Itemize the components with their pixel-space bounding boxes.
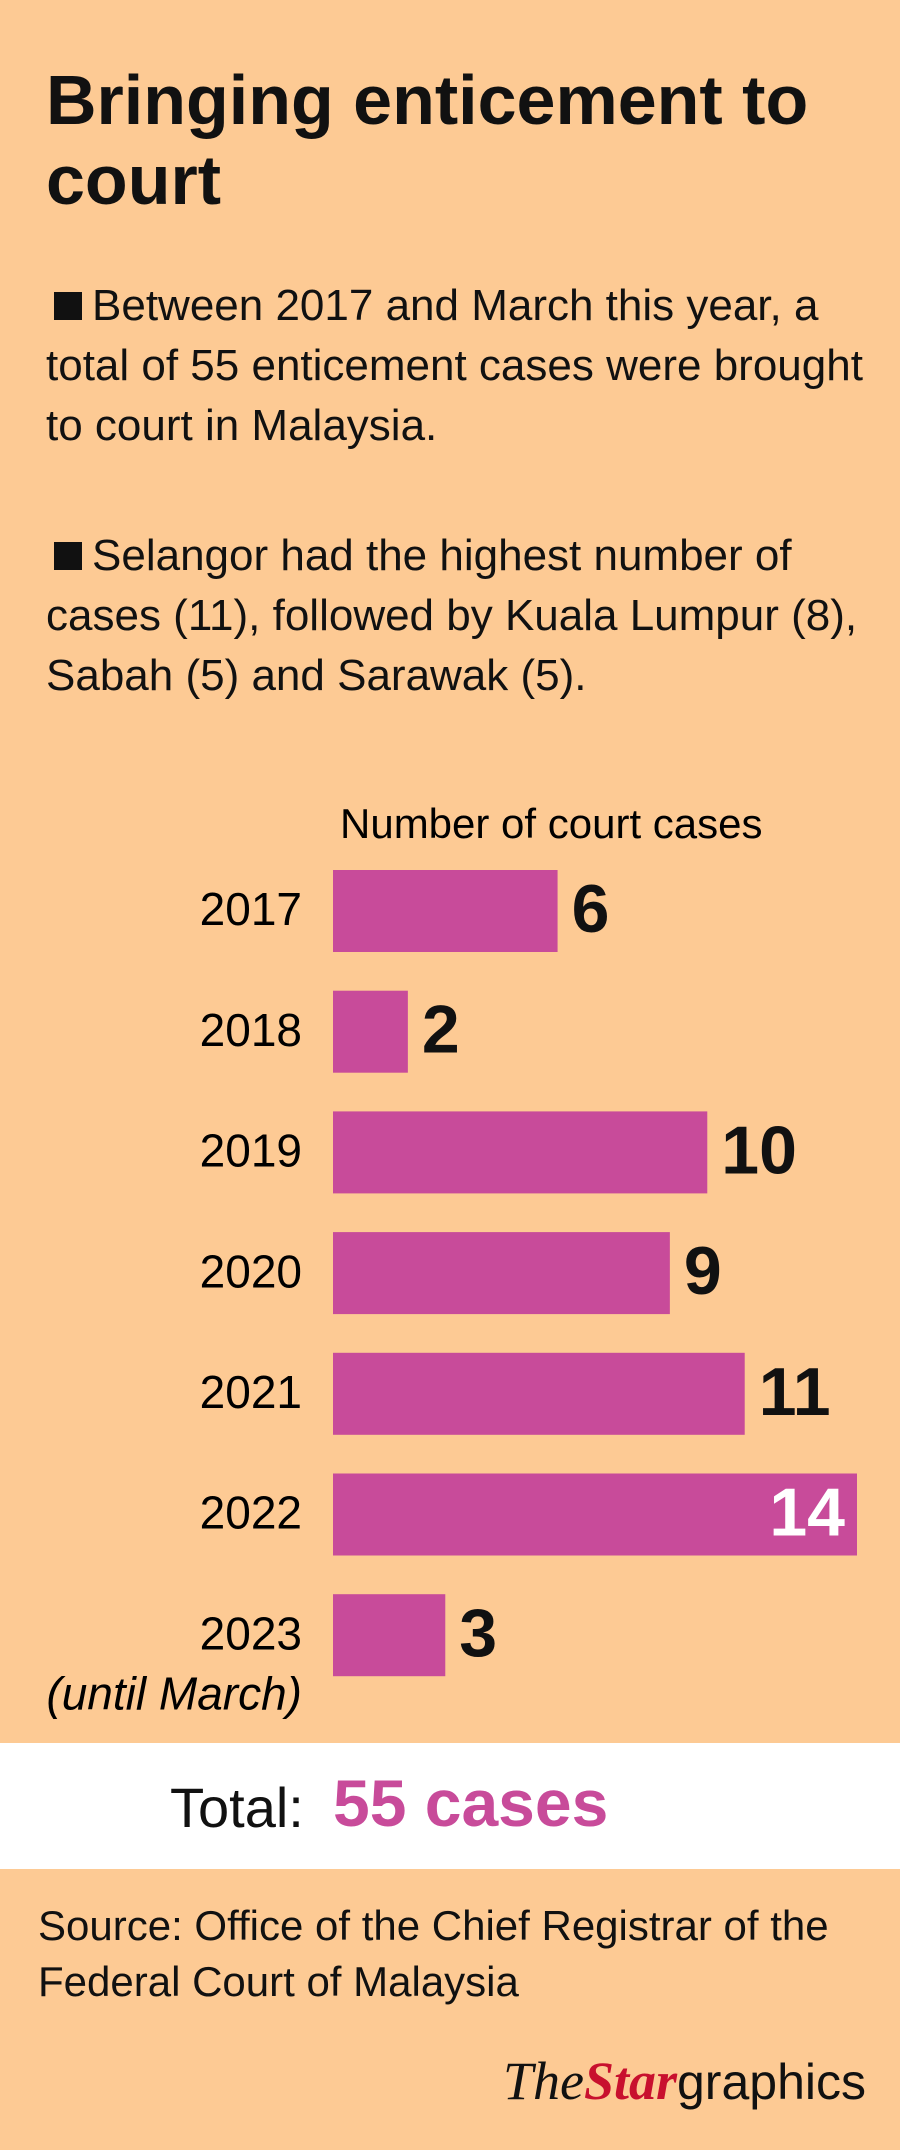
bar xyxy=(333,870,558,952)
axis-label: Number of court cases xyxy=(340,800,763,847)
y-tick-label: 2020 xyxy=(200,1245,302,1297)
y-tick-label: 2021 xyxy=(200,1366,302,1418)
chart: Number of court cases 2017 6 2018 2 2019 10 20… xyxy=(46,800,857,1719)
y-tick-label: 2019 xyxy=(200,1125,302,1177)
bar xyxy=(333,1111,708,1194)
value-label: 9 xyxy=(684,1233,722,1309)
total-label: Total: xyxy=(170,1776,304,1839)
title: Bringing enticement to court xyxy=(46,61,809,219)
y-tick-note: (until March) xyxy=(46,1667,302,1719)
source: Source: Office of the Chief Registrar of… xyxy=(38,1902,829,2005)
y-tick-label: 2023 xyxy=(200,1607,302,1659)
value-label: 10 xyxy=(721,1112,797,1188)
bar xyxy=(333,1473,857,1556)
bullet: Between 2017 and March this year, a tota… xyxy=(46,276,876,456)
value-label: 2 xyxy=(422,992,460,1068)
logo-graphics: graphics xyxy=(677,2054,866,2110)
value-label: 11 xyxy=(759,1354,831,1430)
value-label: 14 xyxy=(769,1474,845,1550)
logo: TheStargraphics xyxy=(503,2050,866,2112)
total-value: 55 cases xyxy=(333,1766,609,1840)
value-label: 3 xyxy=(459,1595,497,1671)
bar xyxy=(333,1352,745,1435)
y-tick-label: 2017 xyxy=(200,883,302,935)
bullet: Selangor had the highest number of cases… xyxy=(46,526,876,706)
logo-star: Star xyxy=(583,2051,677,2111)
logo-the: The xyxy=(502,2051,584,2111)
bar xyxy=(333,990,408,1073)
y-tick-label: 2022 xyxy=(200,1487,302,1539)
bar xyxy=(333,1594,446,1677)
value-label: 6 xyxy=(572,871,610,947)
bar xyxy=(333,1232,670,1315)
y-tick-label: 2018 xyxy=(200,1004,302,1056)
total-band xyxy=(0,1743,900,1869)
